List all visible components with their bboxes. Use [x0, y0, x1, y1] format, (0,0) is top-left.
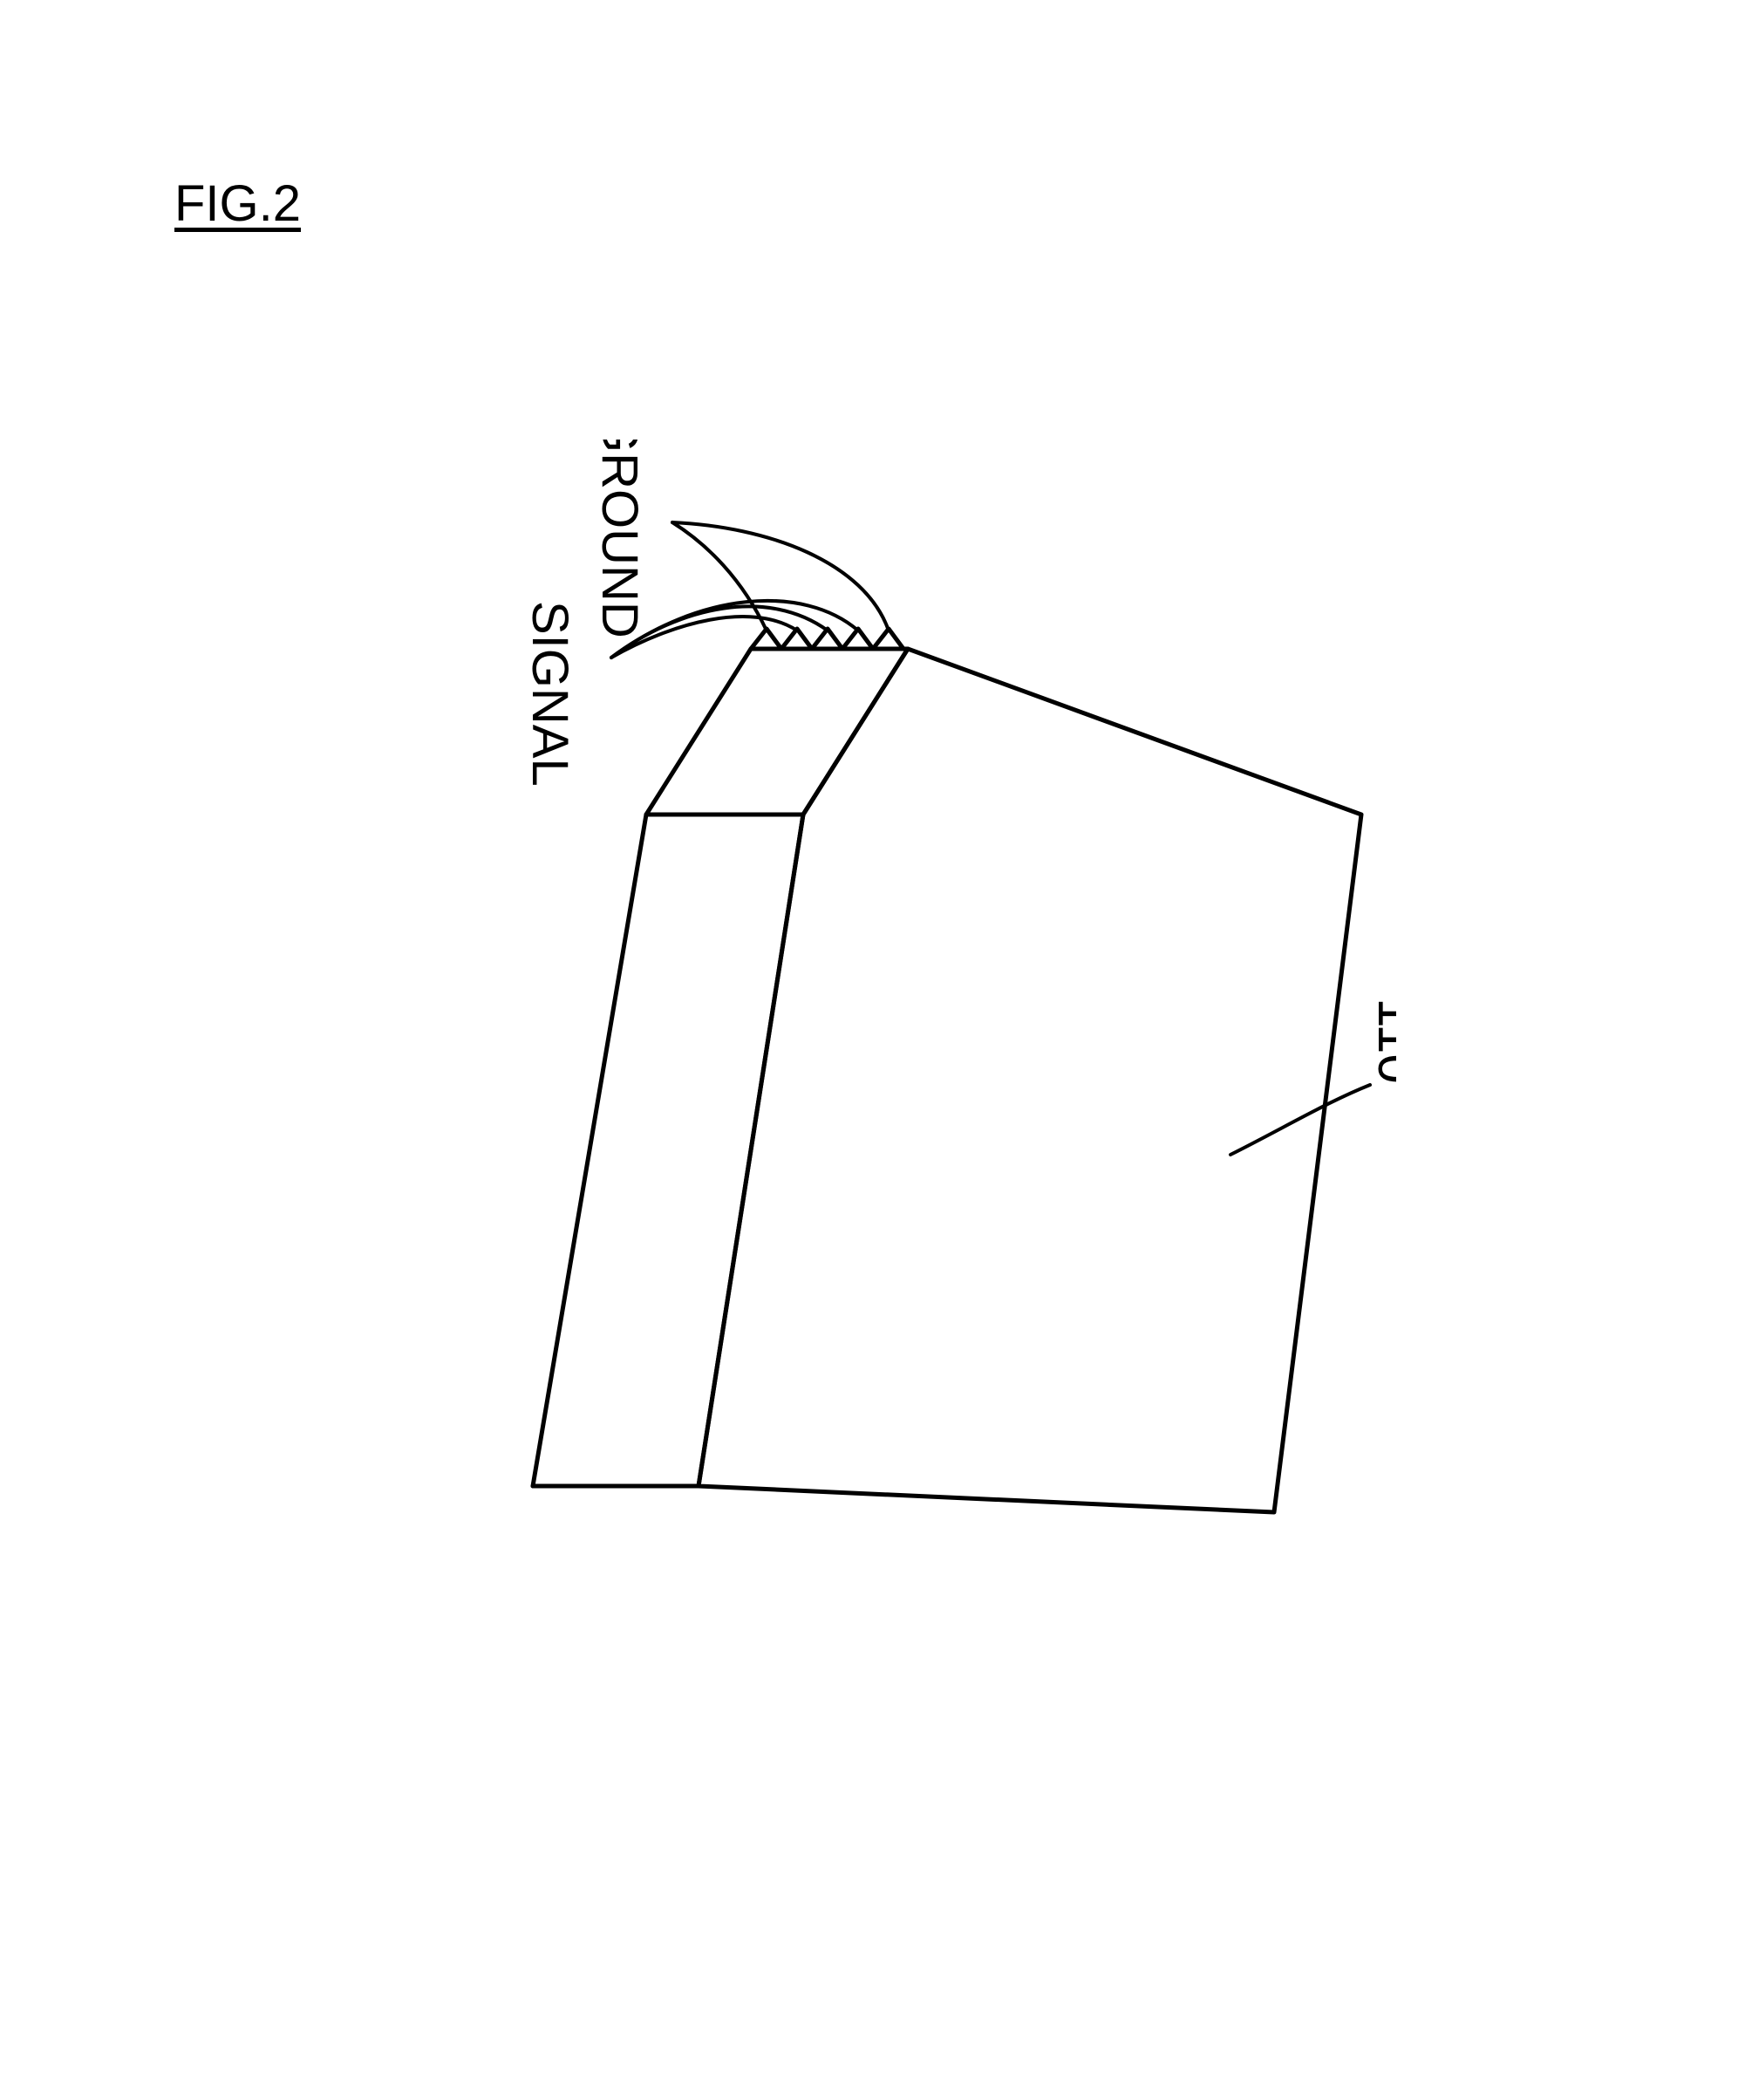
ground-label: GROUND [591, 440, 648, 638]
signal-label: SIGNAL [521, 601, 578, 787]
reference-callout: 110 [1230, 998, 1396, 1155]
leader-lines [611, 522, 889, 658]
diagram-container: 110 GROUND SIGNAL [350, 440, 1396, 1660]
wedge-shape [533, 649, 1361, 1512]
figure-label: FIG.2 [174, 174, 301, 233]
reference-number: 110 [1367, 998, 1396, 1084]
wedge-diagram-svg: 110 GROUND SIGNAL [350, 440, 1396, 1660]
